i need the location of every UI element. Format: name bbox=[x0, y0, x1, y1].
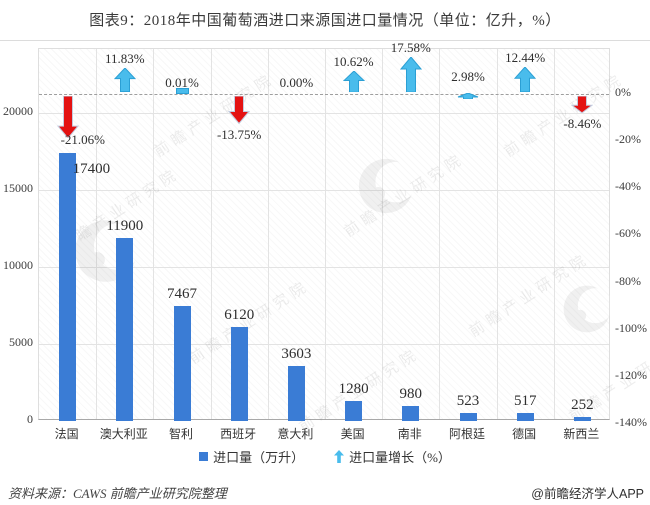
bar-series-swatch-icon bbox=[199, 452, 209, 461]
bar bbox=[230, 326, 248, 421]
plot-area: 前瞻产业研究院 前瞻产业研究院 前瞻产业研究院 前瞻产业研究院 前瞻产业研究院 前瞻产业研… bbox=[38, 40, 650, 436]
bar-value-label: 3603 bbox=[281, 345, 312, 362]
y-axis-tick-label: 0 bbox=[27, 412, 33, 426]
up-arrow-icon bbox=[334, 450, 345, 463]
bar-value-label: 252 bbox=[571, 397, 594, 414]
x-axis-label: 美国 bbox=[340, 427, 365, 441]
growth-arrow-up-icon bbox=[113, 67, 136, 97]
bar bbox=[402, 405, 420, 421]
bar bbox=[116, 237, 134, 421]
bar bbox=[345, 401, 363, 421]
gridline bbox=[553, 49, 555, 419]
growth-label: -21.06% bbox=[60, 132, 106, 148]
pct-axis-tick-label: -40% bbox=[615, 179, 641, 194]
credit-note: @前瞻经济学人APP bbox=[531, 487, 644, 501]
bar bbox=[516, 413, 534, 421]
bar-value-label: 6120 bbox=[224, 306, 255, 323]
pct-axis-tick-label: -140% bbox=[615, 414, 647, 429]
gridline bbox=[39, 344, 609, 346]
growth-arrow-down-icon bbox=[56, 95, 79, 143]
growth-label: -13.75% bbox=[216, 126, 262, 142]
pct-axis-tick-label: -80% bbox=[615, 273, 641, 288]
growth-label: 12.44% bbox=[505, 50, 546, 66]
x-axis-label: 澳大利亚 bbox=[99, 427, 148, 441]
bar bbox=[459, 412, 477, 421]
legend-label-import-growth: 进口量增长（%） bbox=[349, 450, 451, 465]
title-divider bbox=[0, 40, 650, 41]
growth-label: 17.58% bbox=[390, 39, 431, 55]
x-axis-label: 智利 bbox=[168, 427, 193, 441]
legend-item-import-volume: 进口量（万升） bbox=[199, 447, 304, 466]
growth-label: -8.46% bbox=[563, 115, 602, 131]
pct-axis-tick-label: -120% bbox=[615, 367, 647, 382]
growth-zero-line bbox=[39, 94, 609, 95]
growth-arrow-down-icon bbox=[570, 95, 594, 118]
growth-label: 0.00% bbox=[279, 75, 314, 90]
growth-label: 0.01% bbox=[165, 75, 199, 90]
bar-value-label: 517 bbox=[513, 393, 537, 410]
growth-arrow-up-icon bbox=[342, 70, 365, 97]
gridline bbox=[39, 190, 609, 192]
bar-value-label: 11900 bbox=[106, 217, 144, 234]
pct-axis-tick-label: 0% bbox=[615, 85, 631, 99]
x-axis-label: 德国 bbox=[512, 427, 537, 441]
growth-arrow-down-icon bbox=[228, 95, 251, 129]
x-axis-label: 阿根廷 bbox=[448, 427, 485, 441]
x-axis-label: 意大利 bbox=[277, 427, 314, 441]
gridline bbox=[439, 49, 441, 419]
bar bbox=[287, 365, 305, 421]
x-axis-label: 法国 bbox=[54, 427, 79, 441]
legend-item-import-growth: 进口量增长（%） bbox=[334, 447, 451, 466]
pct-axis-tick-label: -60% bbox=[615, 226, 641, 241]
watermark-logo-icon bbox=[357, 157, 416, 220]
gridline bbox=[39, 113, 609, 115]
x-axis-label: 西班牙 bbox=[220, 427, 257, 441]
bar-value-label: 980 bbox=[399, 385, 423, 402]
source-note: 资料来源：CAWS 前瞻产业研究院整理 bbox=[8, 486, 227, 501]
chart-title: 图表9：2018年中国葡萄酒进口来源国进口量情况（单位：亿升，%） bbox=[89, 13, 561, 29]
chart-legend: 进口量（万升） 进口量增长（%） bbox=[0, 447, 650, 466]
growth-marker-tiny bbox=[176, 88, 189, 94]
bar bbox=[173, 306, 191, 421]
bar bbox=[573, 417, 591, 421]
legend-label-import-volume: 进口量（万升） bbox=[213, 450, 305, 465]
watermark-text: 前瞻产业研究院 bbox=[466, 250, 593, 341]
gridline bbox=[39, 267, 609, 269]
pct-axis-tick-label: -100% bbox=[615, 320, 647, 335]
bar-value-label: 7467 bbox=[167, 286, 197, 303]
gridline bbox=[210, 49, 212, 419]
bar-value-label: 17400 bbox=[72, 161, 111, 178]
y-axis-tick-label: 5000 bbox=[9, 335, 33, 350]
x-axis-label: 南非 bbox=[397, 427, 422, 441]
growth-arrow-up-icon bbox=[457, 86, 479, 104]
bar bbox=[59, 153, 77, 421]
x-axis-label: 新西兰 bbox=[563, 427, 600, 441]
growth-arrow-up-icon bbox=[399, 56, 422, 97]
y-axis-tick-label: 20000 bbox=[3, 104, 33, 119]
gridline bbox=[153, 49, 155, 419]
watermark-logo-icon bbox=[562, 284, 613, 339]
y-axis-tick-label: 15000 bbox=[3, 181, 33, 196]
gridline bbox=[382, 49, 384, 419]
gridline bbox=[496, 49, 498, 419]
growth-label: 11.83% bbox=[104, 51, 145, 67]
bar-value-label: 523 bbox=[456, 392, 480, 409]
gridline bbox=[325, 49, 326, 419]
growth-label: 10.62% bbox=[333, 53, 374, 69]
growth-arrow-up-icon bbox=[514, 66, 537, 97]
growth-label: 2.98% bbox=[451, 69, 485, 84]
watermark-text: 前瞻产业研究院 bbox=[341, 150, 468, 241]
gridline bbox=[96, 49, 98, 419]
gridline bbox=[267, 49, 269, 419]
pct-axis-tick-label: -20% bbox=[615, 132, 641, 147]
y-axis-tick-label: 10000 bbox=[3, 258, 33, 273]
bar-value-label: 1280 bbox=[338, 381, 369, 398]
